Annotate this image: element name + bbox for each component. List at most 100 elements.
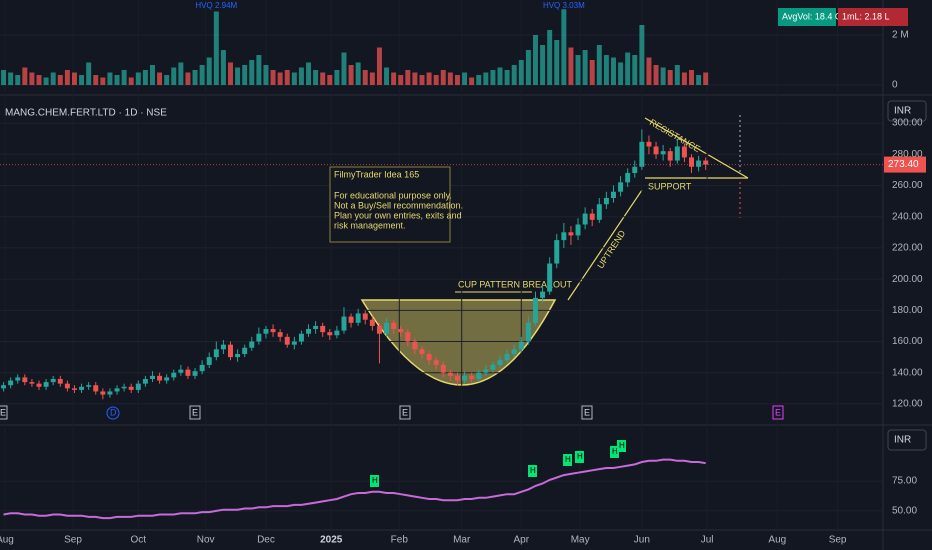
h-marker xyxy=(617,440,626,452)
candle-body xyxy=(660,151,666,155)
volume-bar xyxy=(298,67,304,85)
volume-bar xyxy=(618,62,624,85)
volume-bar xyxy=(1,70,7,85)
cup-shape xyxy=(360,299,557,386)
y-tick-label: 180.00 xyxy=(892,305,923,316)
volume-bar xyxy=(632,55,638,85)
y-tick-label: 300.00 xyxy=(892,118,923,129)
volume-bar xyxy=(157,72,163,85)
candle-body xyxy=(29,382,35,384)
volume-bar xyxy=(674,65,680,85)
candle-body xyxy=(646,141,652,147)
volume-bar xyxy=(142,70,148,85)
volume-bar xyxy=(220,50,226,85)
volume-bar xyxy=(71,72,77,85)
last-price-label: 273.40 xyxy=(888,159,919,170)
support-label: SUPPORT xyxy=(648,181,692,191)
volume-bar xyxy=(121,70,127,85)
event-label: E xyxy=(584,407,590,417)
h-markers: H H H H H H xyxy=(370,440,626,487)
currency[interactable]: INR xyxy=(894,435,911,446)
candle-body xyxy=(440,364,446,373)
volume-bar xyxy=(263,65,269,85)
event-label: E xyxy=(775,407,781,417)
volume-bar xyxy=(86,62,92,85)
volume-bar xyxy=(270,70,276,85)
candle-body xyxy=(518,341,524,350)
candle-body xyxy=(540,291,546,298)
volume-bar xyxy=(469,77,475,85)
currency[interactable]: INR xyxy=(894,106,911,117)
volume-bar xyxy=(391,72,397,85)
volume-bar xyxy=(164,75,170,85)
volume-bar xyxy=(703,72,709,85)
candle-body xyxy=(121,386,127,389)
volume-bar xyxy=(462,72,468,85)
volume-bar xyxy=(554,40,560,85)
candle-body xyxy=(391,322,397,330)
volume-bar xyxy=(646,57,652,85)
candle-body xyxy=(93,385,99,392)
volume-bar xyxy=(22,67,28,85)
volume-bar xyxy=(277,72,283,85)
candle-body xyxy=(298,333,304,342)
candle-body xyxy=(164,377,170,381)
volume-bar xyxy=(405,70,411,85)
currency-button[interactable] xyxy=(887,100,927,122)
badge-text: 1mL: 2.18 L xyxy=(842,11,890,21)
note-box xyxy=(329,166,451,243)
volume-bar xyxy=(681,72,687,85)
volume-bar xyxy=(348,65,354,85)
volume-bar xyxy=(532,35,538,85)
candle-body xyxy=(341,316,347,331)
volume-bar xyxy=(235,67,241,85)
volume-bar xyxy=(213,11,219,85)
candle-body xyxy=(447,372,453,376)
resistance-line xyxy=(644,117,749,179)
volume-bar xyxy=(696,75,702,85)
x-tick-label: Sep xyxy=(64,535,82,546)
volume-bar xyxy=(93,75,99,85)
last-price-tag xyxy=(884,156,926,173)
y-tick-label: 0 xyxy=(892,80,898,91)
candle-body xyxy=(618,182,624,192)
h-label: H xyxy=(372,476,378,485)
h-label: H xyxy=(612,447,618,456)
candle-body xyxy=(681,146,687,158)
candle-body xyxy=(547,263,553,292)
candle-body xyxy=(284,336,290,345)
volume-bar xyxy=(185,72,191,85)
x-tick-label: Aug xyxy=(768,535,786,546)
note-line: Not a Buy/Sell recommendation. xyxy=(334,200,463,210)
candle-body xyxy=(398,329,404,333)
event-marker xyxy=(581,405,593,420)
h-marker xyxy=(575,451,584,463)
x-tick-label: Jun xyxy=(634,535,650,546)
candle-body xyxy=(348,316,354,323)
event-marker xyxy=(106,406,120,420)
candle-body xyxy=(625,173,631,183)
candle-body xyxy=(632,166,638,174)
candle-body xyxy=(405,332,411,342)
volume-bar xyxy=(107,72,113,85)
candle-body xyxy=(86,385,92,387)
candle-body xyxy=(171,372,177,378)
h-marker xyxy=(370,475,379,487)
candle-body xyxy=(199,364,205,372)
x-tick-label: 2025 xyxy=(320,535,343,546)
hvq-label: HVQ 3.03M xyxy=(543,1,585,10)
y-tick-label: 260.00 xyxy=(892,180,923,191)
volume-bar xyxy=(384,67,390,85)
volume-bar xyxy=(355,62,361,85)
volume-bar xyxy=(242,65,248,85)
currency-button[interactable] xyxy=(887,429,927,451)
candle-body xyxy=(114,388,120,392)
candle-body xyxy=(36,383,42,387)
candle-body xyxy=(454,375,460,381)
candle-body xyxy=(462,375,468,381)
candle-body xyxy=(43,382,49,387)
x-tick-label: Feb xyxy=(391,535,409,546)
y-tick-label: 75.00 xyxy=(892,476,917,487)
